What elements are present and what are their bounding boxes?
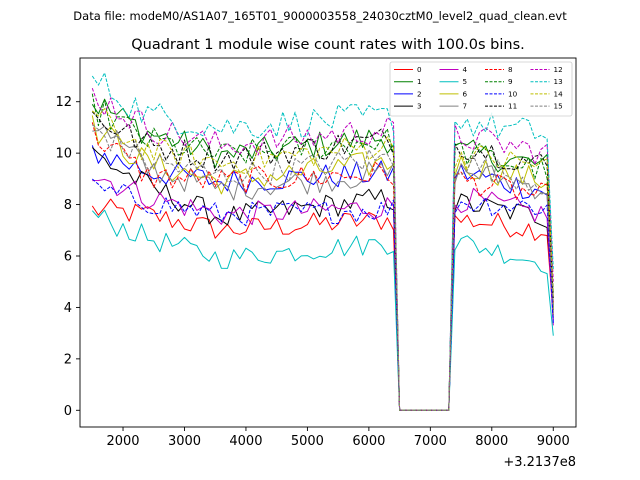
y-tick-label: 8 [64, 198, 72, 213]
plot-frame [79, 57, 577, 428]
legend-label-15: 15 [554, 102, 563, 111]
series-line-3 [91, 147, 554, 411]
legend-label-2: 2 [417, 89, 422, 98]
legend-label-14: 14 [554, 89, 564, 98]
legend-label-6: 6 [463, 89, 468, 98]
y-axis: 0 2 4 6 8 10 12 [55, 95, 80, 419]
x-tick-label: 7000 [414, 434, 447, 449]
y-tick-label: 6 [64, 250, 72, 265]
legend-label-7: 7 [463, 102, 468, 111]
series-line-9 [91, 93, 554, 411]
series-line-1 [91, 98, 554, 411]
legend-label-3: 3 [417, 102, 422, 111]
x-tick-label: 6000 [352, 434, 385, 449]
series-line-7 [92, 125, 554, 411]
data-file-label: Data file: modeM0/AS1A07_165T01_90000035… [73, 9, 567, 23]
legend-label-1: 1 [417, 77, 422, 86]
legend-label-12: 12 [554, 65, 563, 74]
y-tick-label: 10 [55, 147, 72, 162]
series-line-14 [91, 108, 554, 411]
series-line-8 [91, 122, 554, 411]
y-tick-label: 4 [64, 301, 72, 316]
x-tick-label: 5000 [291, 434, 324, 449]
legend-label-8: 8 [508, 65, 513, 74]
x-tick-label: 3000 [168, 434, 201, 449]
series-line-5 [91, 209, 554, 411]
series-line-4 [92, 178, 554, 411]
chart-title: Quadrant 1 module wise count rates with … [131, 37, 525, 53]
series-line-11 [91, 111, 554, 411]
x-tick-label: 9000 [537, 434, 570, 449]
x-tick-label: 4000 [229, 434, 262, 449]
legend-label-0: 0 [417, 65, 422, 74]
legend-label-11: 11 [508, 102, 517, 111]
series-line-13 [91, 72, 554, 411]
legend-label-10: 10 [508, 89, 518, 98]
legend-label-5: 5 [463, 77, 468, 86]
series-line-15 [91, 124, 554, 411]
y-tick-label: 0 [64, 404, 72, 419]
x-offset-label: +3.2137e8 [503, 455, 576, 470]
series-line-6 [91, 115, 554, 411]
series-line-12 [91, 88, 554, 411]
legend-box [389, 61, 573, 117]
series-line-0 [91, 198, 554, 411]
x-tick-label: 2000 [106, 434, 139, 449]
legend-label-9: 9 [508, 77, 513, 86]
legend-label-4: 4 [463, 65, 468, 74]
series-line-10 [91, 178, 554, 411]
plot-lines [91, 72, 554, 411]
x-tick-label: 8000 [475, 434, 508, 449]
y-tick-label: 12 [55, 95, 72, 110]
legend-label-13: 13 [554, 77, 563, 86]
y-tick-label: 2 [64, 352, 72, 367]
x-axis: 2000 3000 4000 5000 6000 7000 8000 9000 [106, 427, 570, 449]
